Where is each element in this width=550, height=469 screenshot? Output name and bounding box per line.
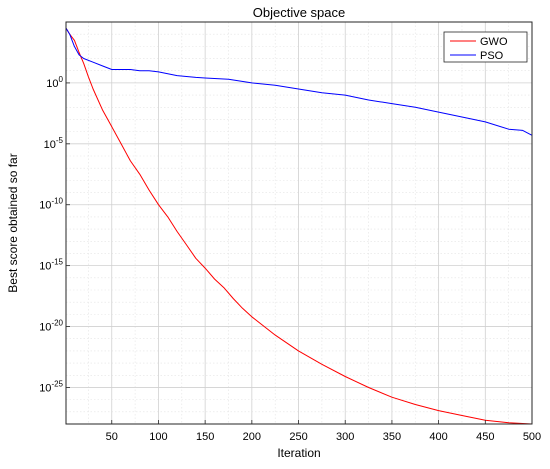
y-tick-label: 10-20 bbox=[39, 319, 63, 334]
legend-label-gwo: GWO bbox=[480, 36, 508, 48]
x-tick-label: 500 bbox=[523, 431, 541, 443]
legend: GWO PSO bbox=[443, 31, 528, 63]
x-tick-label: 450 bbox=[476, 431, 494, 443]
y-tick-label: 10-10 bbox=[39, 197, 63, 212]
x-tick-label: 350 bbox=[383, 431, 401, 443]
plot-frame bbox=[65, 21, 533, 425]
chart-title: Objective space bbox=[253, 5, 346, 20]
series-line-gwo bbox=[65, 27, 533, 425]
x-tick-label: 300 bbox=[336, 431, 354, 443]
legend-label-pso: PSO bbox=[480, 50, 504, 62]
y-tick-label: 10-15 bbox=[39, 258, 63, 273]
y-tick-label: 100 bbox=[46, 75, 63, 90]
y-tick-label: 10-5 bbox=[44, 136, 64, 151]
x-tick-label: 100 bbox=[149, 431, 167, 443]
y-axis-label: Best score obtained so far bbox=[6, 153, 20, 292]
series-line-pso bbox=[65, 27, 533, 136]
x-tick-label: 150 bbox=[196, 431, 214, 443]
x-tick-label: 200 bbox=[243, 431, 261, 443]
series-layer bbox=[65, 27, 533, 425]
x-tick-label: 50 bbox=[106, 431, 118, 443]
x-tick-label: 250 bbox=[289, 431, 307, 443]
x-axis-label: Iteration bbox=[277, 446, 320, 460]
legend-box bbox=[443, 31, 528, 63]
x-tick-label: 400 bbox=[429, 431, 447, 443]
ticks: 50 100 150 200 250 300 350 400 450 500 100 10-5 10-1… bbox=[39, 75, 541, 443]
y-tick-label: 10-25 bbox=[39, 379, 63, 394]
